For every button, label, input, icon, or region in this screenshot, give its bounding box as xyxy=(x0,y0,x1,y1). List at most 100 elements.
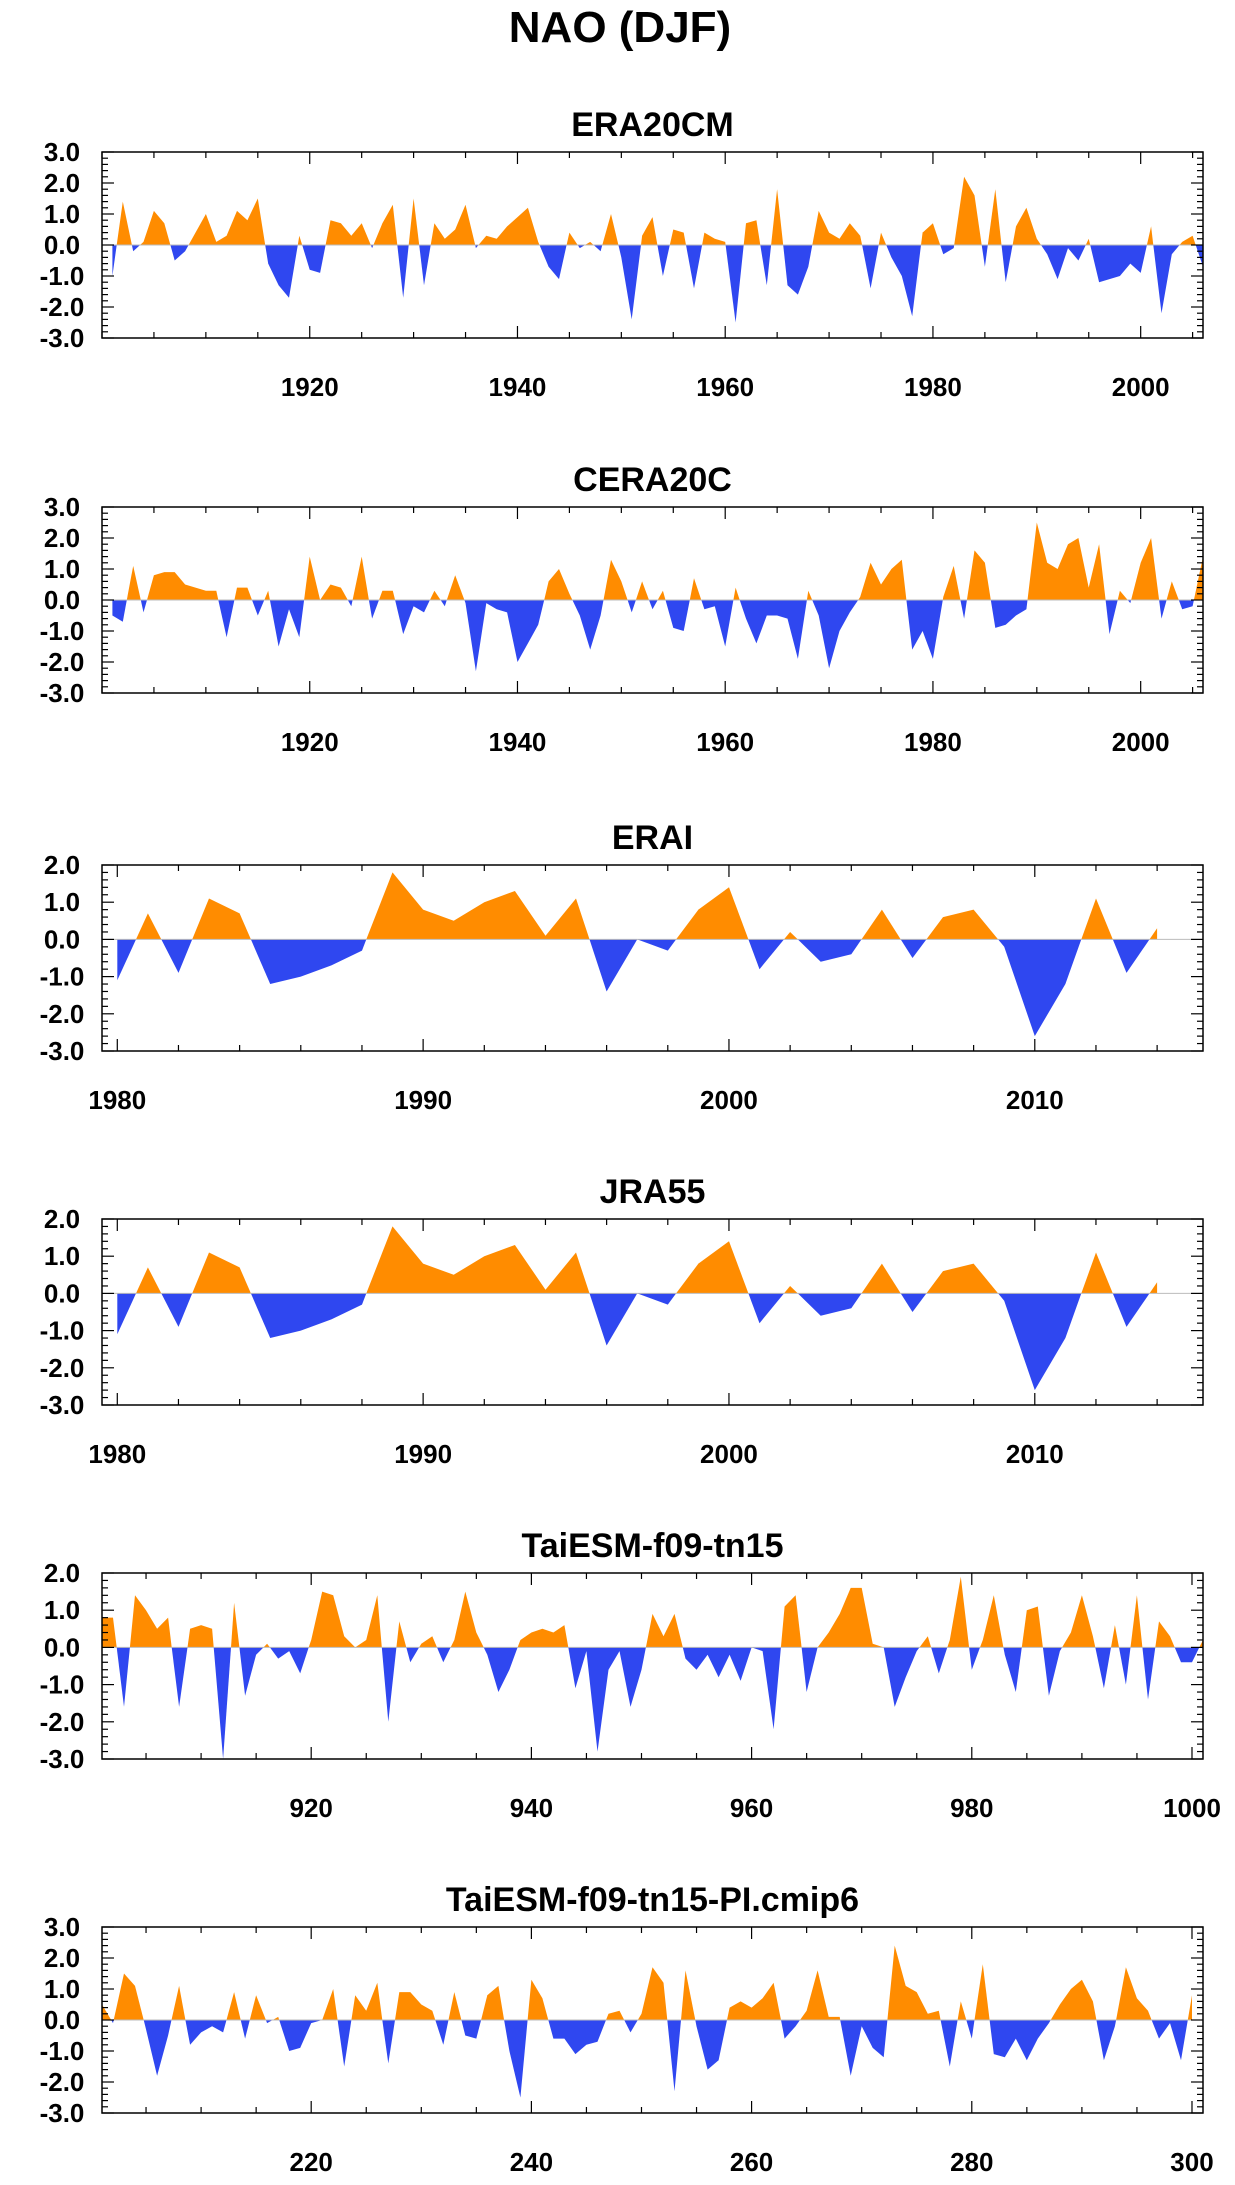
y-tick-label: 0.0 xyxy=(44,924,80,954)
positive-anomaly-area xyxy=(743,220,761,245)
negative-anomaly-area xyxy=(140,600,147,613)
positive-anomaly-area xyxy=(450,1591,484,1648)
y-tick-label: 3.0 xyxy=(44,1912,80,1942)
y-tick-label: 2.0 xyxy=(44,1558,80,1588)
y-tick-label: 0.0 xyxy=(44,1278,80,1308)
negative-anomaly-area xyxy=(461,2020,482,2039)
panel-taiesm-f09-tn15-pi-cmip6: TaiESM-f09-tn15-PI.cmip6 3.02.01.00.0-1.0… xyxy=(40,1881,1214,2177)
plot-frame xyxy=(101,1572,1204,1760)
positive-anomaly-area xyxy=(727,1982,781,2020)
negative-anomaly-area xyxy=(593,245,603,252)
positive-anomaly-area xyxy=(351,1982,383,2020)
positive-anomaly-area xyxy=(379,590,396,600)
negative-anomaly-area xyxy=(475,245,479,249)
positive-anomaly-area xyxy=(1130,1595,1143,1648)
negative-anomaly-area xyxy=(998,939,1082,1037)
negative-anomaly-area xyxy=(990,600,1028,628)
positive-anomaly-area xyxy=(812,210,863,245)
negative-anomaly-area xyxy=(116,1647,130,1707)
negative-anomaly-area xyxy=(1153,245,1180,314)
negative-anomaly-area xyxy=(739,600,807,659)
positive-anomaly-area xyxy=(1146,226,1154,245)
positive-anomaly-area xyxy=(1199,1640,1203,1648)
positive-anomaly-area xyxy=(784,932,798,940)
negative-anomaly-area xyxy=(797,1293,862,1316)
negative-anomaly-area xyxy=(1112,1293,1150,1327)
y-tick-label: 2.0 xyxy=(44,1204,80,1234)
positive-anomaly-area xyxy=(263,1643,270,1648)
negative-anomaly-area xyxy=(397,245,409,298)
positive-anomaly-area xyxy=(702,232,726,245)
negative-anomaly-area xyxy=(269,600,305,647)
positive-anomaly-area xyxy=(272,2016,280,2020)
y-tick-label: -2.0 xyxy=(40,999,85,1029)
positive-anomaly-area xyxy=(947,1576,970,1648)
positive-anomaly-area xyxy=(1062,1595,1096,1648)
negative-anomaly-area xyxy=(686,245,703,289)
positive-anomaly-area xyxy=(297,235,303,245)
negative-anomaly-area xyxy=(701,600,734,647)
negative-anomaly-area xyxy=(900,939,927,958)
y-tick-label: -3.0 xyxy=(40,1036,85,1066)
x-tick-label: 240 xyxy=(510,2147,553,2177)
positive-anomaly-area xyxy=(396,1621,407,1648)
positive-anomaly-area xyxy=(861,909,901,940)
negative-anomaly-area xyxy=(143,2020,172,2076)
negative-anomaly-area xyxy=(589,1293,638,1346)
positive-anomaly-area xyxy=(1012,207,1041,245)
positive-anomaly-area xyxy=(676,887,749,940)
negative-anomaly-area xyxy=(250,1293,367,1338)
positive-anomaly-area xyxy=(325,220,371,245)
y-tick-label: 3.0 xyxy=(44,492,80,522)
x-tick-label: 2000 xyxy=(1112,372,1170,402)
y-tick-label: -2.0 xyxy=(40,1353,85,1383)
negative-anomaly-area xyxy=(1178,600,1194,610)
negative-anomaly-area xyxy=(265,245,298,298)
positive-anomaly-area xyxy=(987,189,1002,245)
negative-anomaly-area xyxy=(637,1293,677,1305)
positive-anomaly-area xyxy=(635,581,649,600)
negative-anomaly-area xyxy=(797,939,862,962)
negative-anomaly-area xyxy=(969,1647,980,1670)
y-tick-label: -3.0 xyxy=(40,2098,85,2128)
panel-title: TaiESM-f09-tn15-PI.cmip6 xyxy=(446,1881,859,1919)
positive-anomaly-area xyxy=(1081,898,1113,940)
positive-anomaly-area xyxy=(320,584,348,600)
negative-anomaly-area xyxy=(250,939,367,984)
negative-anomaly-area xyxy=(940,2020,958,2067)
x-tick-label: 300 xyxy=(1170,2147,1213,2177)
negative-anomaly-area xyxy=(112,245,117,276)
negative-anomaly-area xyxy=(252,600,265,616)
negative-anomaly-area xyxy=(265,2020,273,2024)
positive-anomaly-area xyxy=(780,1595,802,1648)
panel-title: TaiESM-f09-tn15 xyxy=(522,1527,784,1565)
positive-anomaly-area xyxy=(641,217,658,245)
negative-anomaly-area xyxy=(760,245,772,286)
y-tick-label: 2.0 xyxy=(44,1943,80,1973)
positive-anomaly-area xyxy=(408,198,420,245)
x-tick-label: 1960 xyxy=(696,372,754,402)
positive-anomaly-area xyxy=(126,565,141,600)
positive-anomaly-area xyxy=(926,909,999,940)
negative-anomaly-area xyxy=(751,1647,781,1730)
positive-anomaly-area xyxy=(264,590,270,600)
positive-anomaly-area xyxy=(1117,590,1128,600)
negative-anomaly-area xyxy=(1095,1647,1111,1689)
negative-anomaly-area xyxy=(539,245,567,280)
positive-anomaly-area xyxy=(1111,1625,1119,1648)
negative-anomaly-area xyxy=(213,1647,231,1759)
y-tick-label: 0.0 xyxy=(44,585,80,615)
y-tick-label: -2.0 xyxy=(40,1707,85,1737)
positive-anomaly-area xyxy=(352,556,369,600)
negative-anomaly-area xyxy=(112,600,127,622)
negative-anomaly-area xyxy=(1001,245,1013,283)
positive-anomaly-area xyxy=(800,1970,841,2020)
negative-anomaly-area xyxy=(589,939,638,992)
negative-anomaly-area xyxy=(170,245,189,261)
negative-anomaly-area xyxy=(577,245,585,249)
negative-anomaly-area xyxy=(483,1647,518,1692)
positive-anomaly-area xyxy=(171,1985,186,2020)
negative-anomaly-area xyxy=(649,600,658,610)
negative-anomaly-area xyxy=(395,600,430,635)
positive-anomaly-area xyxy=(116,201,132,245)
